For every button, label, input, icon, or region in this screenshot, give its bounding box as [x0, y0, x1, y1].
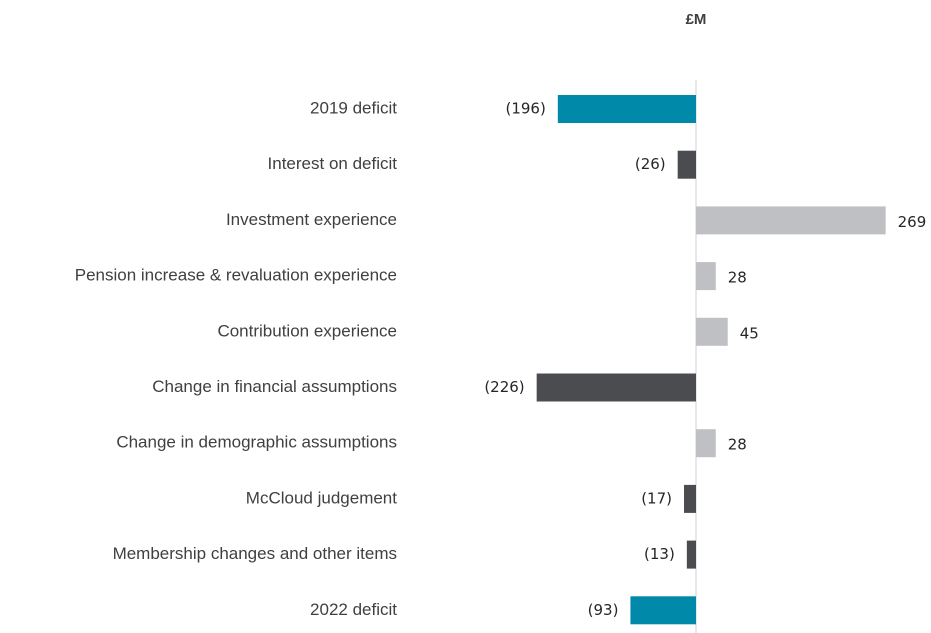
value-label: (93)	[588, 601, 619, 619]
value-label: (196)	[505, 100, 545, 118]
category-label: 2022 deficit	[310, 600, 397, 619]
value-label: 28	[728, 436, 747, 454]
unit-title: £M	[686, 11, 707, 28]
bar	[696, 429, 716, 458]
category-label: Interest on deficit	[268, 154, 398, 173]
category-label: Change in demographic assumptions	[116, 433, 397, 452]
bar	[696, 262, 716, 291]
value-label: (17)	[641, 489, 672, 507]
category-label: Contribution experience	[217, 321, 397, 340]
category-label: Change in financial assumptions	[152, 377, 397, 396]
bar	[557, 95, 696, 123]
value-label: 45	[740, 324, 759, 342]
category-label: Membership changes and other items	[113, 544, 397, 563]
bar	[696, 206, 886, 235]
bar	[686, 540, 696, 569]
value-label: (226)	[484, 378, 524, 396]
category-label: McCloud judgement	[246, 488, 397, 507]
category-label: Investment experience	[226, 210, 397, 229]
bar	[684, 484, 696, 513]
value-label: 269	[898, 213, 927, 231]
value-label: (26)	[635, 155, 666, 173]
category-label: Pension increase & revaluation experienc…	[75, 266, 397, 285]
bar	[677, 150, 696, 179]
value-label: (13)	[644, 545, 675, 563]
bar	[696, 317, 728, 346]
value-label: 28	[728, 269, 747, 287]
category-label: 2019 deficit	[310, 98, 397, 117]
bar	[536, 373, 696, 402]
bar	[630, 596, 696, 625]
